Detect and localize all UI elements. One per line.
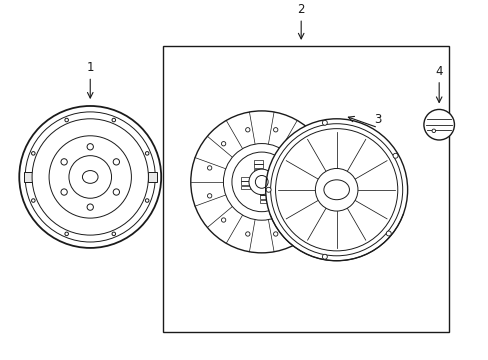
- Circle shape: [69, 156, 111, 198]
- Bar: [163, 46, 448, 332]
- Bar: [23, 171, 33, 183]
- Bar: [254, 165, 263, 168]
- Circle shape: [386, 231, 390, 236]
- Circle shape: [19, 106, 161, 248]
- Bar: [270, 167, 279, 171]
- Circle shape: [207, 166, 211, 170]
- Circle shape: [112, 232, 115, 236]
- Circle shape: [423, 109, 453, 140]
- Bar: [270, 176, 279, 179]
- Circle shape: [190, 111, 332, 253]
- Circle shape: [392, 153, 397, 158]
- Circle shape: [65, 118, 68, 122]
- Text: 3: 3: [374, 113, 381, 126]
- Circle shape: [221, 218, 225, 222]
- Circle shape: [311, 194, 315, 198]
- Circle shape: [112, 118, 115, 122]
- Circle shape: [61, 159, 67, 165]
- Circle shape: [87, 204, 93, 210]
- Circle shape: [322, 120, 326, 125]
- Circle shape: [32, 119, 148, 235]
- Circle shape: [255, 175, 267, 188]
- Circle shape: [265, 187, 270, 192]
- Text: 2: 2: [297, 3, 305, 16]
- Bar: [259, 191, 268, 195]
- Bar: [241, 177, 249, 181]
- Ellipse shape: [323, 180, 349, 200]
- Circle shape: [315, 168, 357, 211]
- Circle shape: [207, 194, 211, 198]
- Text: 4: 4: [434, 65, 442, 78]
- Circle shape: [145, 199, 149, 202]
- Circle shape: [322, 254, 326, 259]
- Bar: [259, 195, 268, 199]
- Circle shape: [221, 141, 225, 146]
- Ellipse shape: [82, 171, 98, 183]
- Circle shape: [65, 232, 68, 236]
- Circle shape: [231, 152, 291, 212]
- Bar: [241, 181, 249, 185]
- Circle shape: [49, 136, 131, 218]
- Bar: [254, 168, 263, 172]
- Circle shape: [297, 141, 302, 146]
- Circle shape: [32, 119, 148, 235]
- Circle shape: [431, 129, 435, 132]
- Circle shape: [273, 127, 277, 132]
- Circle shape: [248, 169, 274, 195]
- Circle shape: [113, 159, 119, 165]
- Circle shape: [273, 232, 277, 236]
- Bar: [147, 171, 157, 183]
- Bar: [254, 160, 263, 164]
- Circle shape: [87, 144, 93, 150]
- Circle shape: [223, 144, 300, 220]
- Circle shape: [265, 119, 407, 261]
- Bar: [270, 172, 279, 175]
- Circle shape: [61, 189, 67, 195]
- Circle shape: [113, 189, 119, 195]
- Circle shape: [32, 199, 35, 202]
- Circle shape: [25, 112, 155, 242]
- Circle shape: [32, 152, 35, 155]
- Circle shape: [297, 218, 302, 222]
- Text: 1: 1: [86, 62, 94, 75]
- Circle shape: [245, 127, 249, 132]
- Circle shape: [145, 152, 149, 155]
- Circle shape: [311, 166, 315, 170]
- Bar: [241, 185, 249, 189]
- Bar: [259, 199, 268, 203]
- Circle shape: [245, 232, 249, 236]
